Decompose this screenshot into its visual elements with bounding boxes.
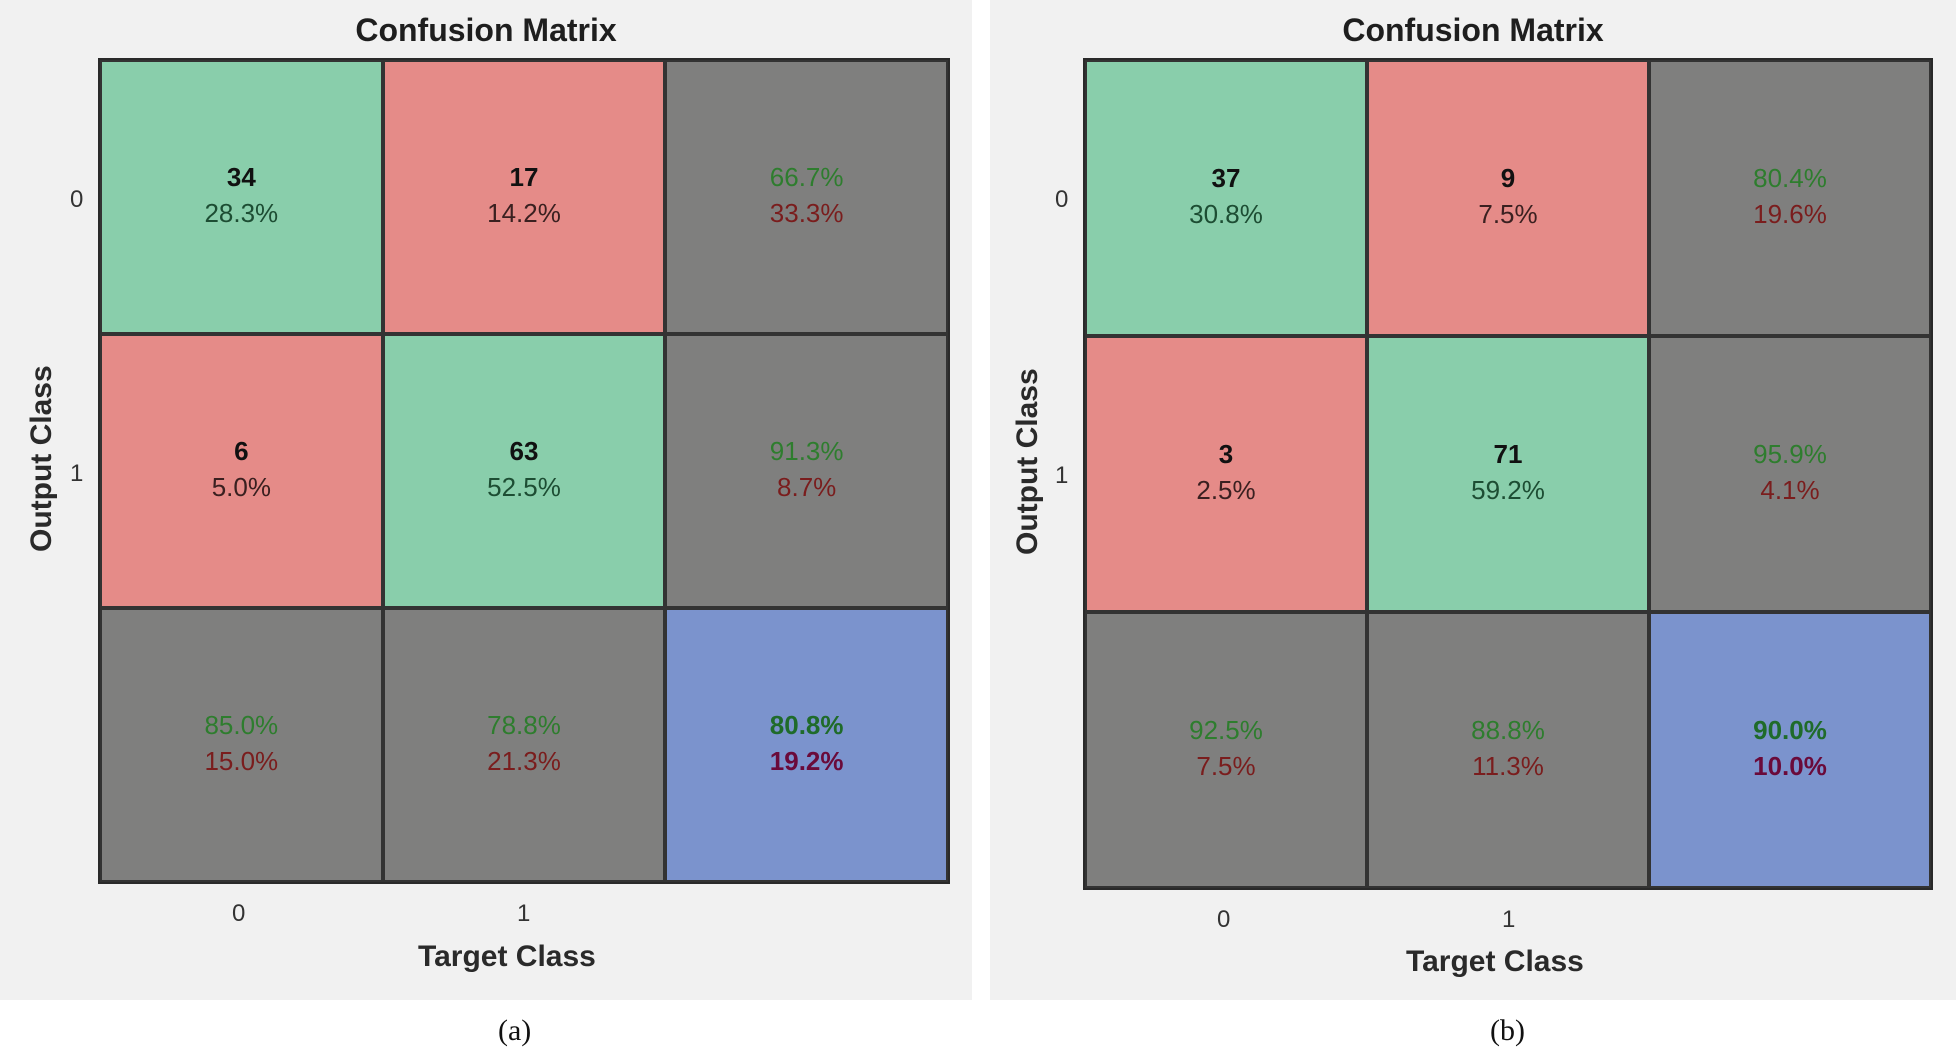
cell-count: 37 (1211, 163, 1241, 193)
cell-percent: 28.3% (204, 198, 279, 228)
cell-percent: 5.0% (211, 472, 271, 502)
row-summary-cell: 91.3% 8.7% (665, 334, 948, 608)
correct-percent: 88.8% (1471, 715, 1545, 745)
correct-percent: 90.0% (1753, 715, 1827, 745)
incorrect-cell: 9 7.5% (1367, 60, 1649, 336)
correct-percent: 92.5% (1189, 715, 1263, 745)
caption-b: (b) (1490, 1014, 1525, 1047)
panel-b: Confusion Matrix 37 30.8% 9 7.5% 80.4% 19.6% 3… (990, 0, 1956, 1000)
chart-title: Confusion Matrix (355, 12, 617, 48)
cell-count: 34 (226, 162, 256, 192)
cell-count: 17 (509, 162, 539, 192)
cell-percent: 59.2% (1471, 475, 1545, 505)
incorrect-percent: 7.5% (1196, 751, 1256, 781)
caption-a: (a) (498, 1014, 532, 1047)
confusion-matrix: 34 28.3% 17 14.2% 66.7% 33.3% 6 5.0% 63 52.5% 91.3… (98, 58, 950, 884)
cell-percent: 30.8% (1189, 199, 1263, 229)
cell-count: 3 (1218, 439, 1234, 469)
row-summary-cell: 80.4% 19.6% (1649, 60, 1931, 336)
y-axis-label: Output Class (1011, 368, 1044, 555)
y-tick-0: 0 (70, 186, 84, 213)
overall-accuracy-cell: 80.8% 19.2% (665, 608, 948, 882)
incorrect-percent: 10.0% (1753, 751, 1827, 781)
correct-cell: 71 59.2% (1367, 336, 1649, 612)
incorrect-percent: 15.0% (204, 746, 279, 776)
x-tick-1: 1 (1502, 906, 1516, 933)
incorrect-percent: 33.3% (769, 198, 844, 228)
incorrect-cell: 3 2.5% (1085, 336, 1367, 612)
correct-percent: 95.9% (1753, 439, 1827, 469)
cell-percent: 2.5% (1196, 475, 1256, 505)
incorrect-cell: 17 14.2% (382, 60, 666, 334)
row-summary-cell: 66.7% 33.3% (665, 60, 948, 334)
incorrect-percent: 21.3% (487, 746, 561, 776)
x-tick-0: 0 (232, 900, 246, 927)
column-summary-cell: 85.0% 15.0% (100, 608, 383, 882)
correct-cell: 63 52.5% (382, 334, 666, 608)
correct-cell: 34 28.3% (100, 60, 383, 334)
correct-percent: 85.0% (204, 710, 279, 740)
correct-cell: 37 30.8% (1085, 60, 1367, 336)
incorrect-percent: 4.1% (1760, 475, 1820, 505)
confusion-matrix: 37 30.8% 9 7.5% 80.4% 19.6% 3 2.5% 71 59.2% 95.9% 4… (1083, 58, 1933, 890)
cell-count: 6 (234, 436, 249, 466)
overall-accuracy-cell: 90.0% 10.0% (1649, 612, 1931, 888)
column-summary-cell: 92.5% 7.5% (1085, 612, 1367, 888)
correct-percent: 78.8% (487, 710, 561, 740)
cell-count: 71 (1493, 439, 1523, 469)
cell-count: 9 (1500, 163, 1516, 193)
cell-percent: 52.5% (487, 472, 561, 502)
x-tick-0: 0 (1217, 906, 1231, 933)
x-tick-1: 1 (517, 900, 531, 927)
y-tick-1: 1 (1055, 462, 1069, 489)
cell-percent: 14.2% (487, 198, 561, 228)
chart-title: Confusion Matrix (1342, 12, 1604, 48)
correct-percent: 80.8% (769, 710, 844, 740)
incorrect-cell: 6 5.0% (100, 334, 383, 608)
y-tick-1: 1 (70, 460, 84, 487)
incorrect-percent: 8.7% (777, 472, 837, 502)
cell-percent: 7.5% (1478, 199, 1538, 229)
incorrect-percent: 19.2% (769, 746, 844, 776)
row-summary-cell: 95.9% 4.1% (1649, 336, 1931, 612)
correct-percent: 66.7% (769, 162, 844, 192)
correct-percent: 80.4% (1753, 163, 1827, 193)
incorrect-percent: 11.3% (1472, 751, 1544, 781)
panel-a: Confusion Matrix 34 28.3% 17 14.2% 66.7% 33.3… (0, 0, 972, 1000)
incorrect-percent: 19.6% (1753, 199, 1827, 229)
x-axis-label: Target Class (1406, 945, 1584, 978)
column-summary-cell: 88.8% 11.3% (1367, 612, 1649, 888)
cell-count: 63 (509, 436, 539, 466)
x-axis-label: Target Class (418, 940, 596, 973)
y-tick-0: 0 (1055, 186, 1069, 213)
correct-percent: 91.3% (769, 436, 844, 466)
y-axis-label: Output Class (25, 365, 58, 552)
column-summary-cell: 78.8% 21.3% (382, 608, 666, 882)
